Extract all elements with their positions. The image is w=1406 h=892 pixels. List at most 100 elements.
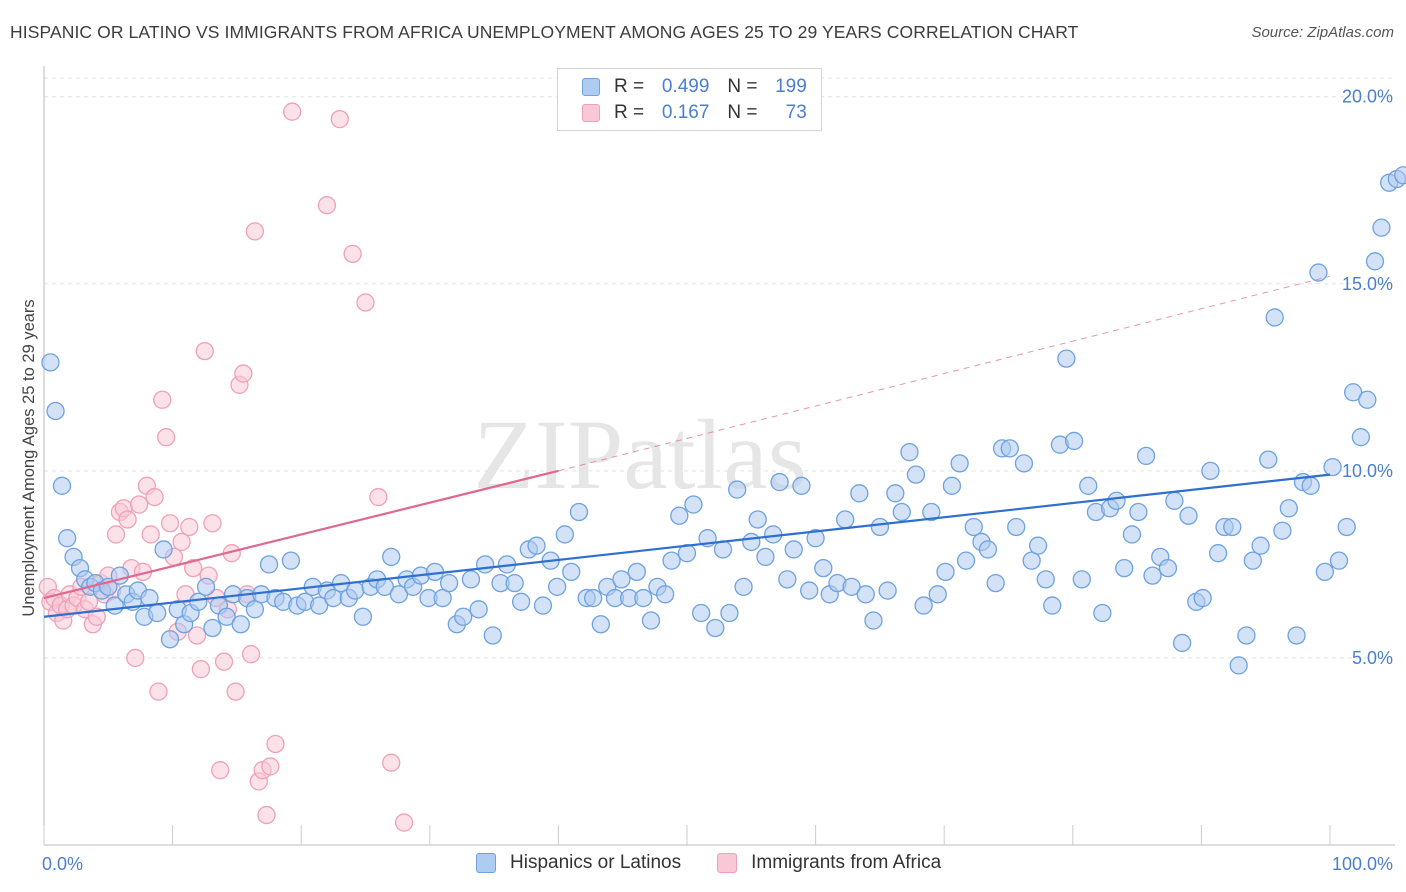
africa-point bbox=[141, 525, 160, 544]
chart-title: HISPANIC OR LATINO VS IMMIGRANTS FROM AF… bbox=[10, 22, 1079, 42]
hispanic-point bbox=[505, 573, 524, 593]
x-tick-label: 100.0% bbox=[1332, 854, 1393, 874]
hispanic-point bbox=[1315, 562, 1335, 582]
hispanic-point bbox=[1351, 428, 1371, 447]
hispanic-point bbox=[1365, 252, 1385, 271]
r-value: 0.499 bbox=[661, 76, 710, 97]
hispanic-point bbox=[850, 484, 869, 503]
africa-point bbox=[195, 341, 214, 361]
hispanic-point bbox=[814, 558, 833, 578]
hispanic-point bbox=[231, 615, 250, 634]
hispanic-point bbox=[792, 476, 811, 495]
hispanic-point bbox=[784, 540, 803, 559]
hispanic-point bbox=[1229, 656, 1248, 675]
hispanic-point bbox=[612, 570, 631, 589]
source-label: Source: ZipAtlas.com bbox=[1251, 24, 1394, 41]
hispanic-point bbox=[836, 510, 855, 529]
hispanic-point bbox=[1323, 457, 1342, 477]
hispanic-point bbox=[1043, 596, 1062, 615]
hispanic-point bbox=[1394, 166, 1406, 185]
hispanic-point bbox=[691, 603, 711, 623]
africa-point bbox=[126, 648, 145, 668]
legend-item-africa[interactable]: Immigrants from Africa bbox=[717, 852, 941, 874]
africa-point bbox=[226, 682, 245, 701]
hispanic-point bbox=[591, 615, 610, 634]
tick-labels: 5.0% 10.0% 15.0% 20.0% 0.0% 100.0% bbox=[42, 87, 1393, 874]
r-value: 0.167 bbox=[661, 102, 710, 123]
hispanic-point bbox=[856, 585, 875, 604]
hispanic-point bbox=[922, 502, 941, 522]
hispanic-point bbox=[742, 532, 761, 552]
trend-line-africa-extension bbox=[558, 275, 1331, 472]
legend-label: Immigrants from Africa bbox=[751, 852, 942, 873]
africa-point bbox=[203, 514, 222, 533]
hispanic-point bbox=[1301, 476, 1320, 495]
hispanic-point bbox=[46, 401, 65, 421]
hispanic-point bbox=[569, 502, 589, 522]
africa-point bbox=[394, 813, 414, 832]
hispanic-point bbox=[533, 596, 553, 615]
hispanic-point bbox=[748, 510, 767, 529]
hispanic-point bbox=[914, 596, 933, 615]
africa-point bbox=[382, 753, 401, 772]
hispanic-point bbox=[1343, 383, 1363, 402]
hispanic-point bbox=[1136, 446, 1156, 466]
hispanic-point bbox=[641, 611, 661, 630]
hispanic-point bbox=[964, 517, 983, 537]
africa-point bbox=[266, 734, 285, 754]
africa-point bbox=[160, 514, 180, 533]
hispanic-point bbox=[870, 517, 890, 537]
hispanic-point bbox=[259, 555, 279, 574]
hispanic-point bbox=[1208, 544, 1228, 563]
hispanic-point bbox=[1309, 263, 1328, 282]
hispanic-point bbox=[483, 626, 502, 645]
hispanic-point bbox=[439, 573, 459, 593]
hispanic-point bbox=[583, 588, 603, 608]
africa-point bbox=[191, 660, 211, 679]
r-label: R = bbox=[614, 76, 645, 97]
x-tick-label: 0.0% bbox=[42, 854, 83, 874]
hispanic-point bbox=[1036, 570, 1055, 589]
africa-point bbox=[130, 495, 149, 514]
africa-point bbox=[153, 390, 172, 409]
hispanic-point bbox=[978, 540, 998, 559]
hispanic-point bbox=[655, 585, 675, 604]
n-value: 199 bbox=[775, 76, 807, 97]
hispanic-point bbox=[670, 506, 689, 525]
trend-lines bbox=[43, 275, 1331, 618]
hispanic-point bbox=[886, 484, 905, 503]
hispanic-point bbox=[562, 562, 581, 582]
hispanic-point bbox=[389, 585, 409, 604]
r-label: R = bbox=[614, 102, 645, 123]
hispanic-point bbox=[1122, 525, 1142, 544]
hispanic-point bbox=[203, 618, 222, 638]
correlation-legend: R = 0.499 N = 199 R = 0.167 N = 73 bbox=[557, 68, 822, 131]
hispanic-point bbox=[41, 353, 60, 372]
legend-item-hispanic[interactable]: Hispanics or Latinos bbox=[476, 852, 681, 874]
hispanic-point bbox=[1337, 517, 1356, 537]
africa-point bbox=[343, 244, 362, 263]
hispanic-point bbox=[461, 570, 481, 589]
hispanic-point bbox=[1237, 626, 1256, 645]
hispanic-point bbox=[627, 562, 646, 582]
hispanic-point bbox=[1201, 461, 1220, 481]
hispanic-point bbox=[547, 577, 567, 596]
series-legend: Hispanics or Latinos Immigrants from Afr… bbox=[476, 852, 977, 874]
africa-point bbox=[180, 517, 199, 537]
hispanic-point bbox=[1223, 517, 1242, 537]
hispanic-point bbox=[1107, 491, 1126, 510]
africa-point bbox=[234, 364, 253, 383]
africa-point bbox=[245, 222, 265, 241]
hispanic-point bbox=[324, 588, 343, 608]
hispanic-point bbox=[154, 540, 173, 559]
hispanic-point bbox=[469, 600, 488, 619]
africa-point bbox=[241, 645, 261, 664]
hispanic-point bbox=[734, 577, 753, 596]
hispanic-point bbox=[720, 603, 739, 623]
hispanic-point bbox=[986, 573, 1005, 593]
hispanic-point bbox=[634, 588, 653, 608]
hispanic-point bbox=[1243, 551, 1262, 570]
hispanic-point bbox=[706, 618, 725, 638]
hispanic-point bbox=[1129, 502, 1148, 522]
